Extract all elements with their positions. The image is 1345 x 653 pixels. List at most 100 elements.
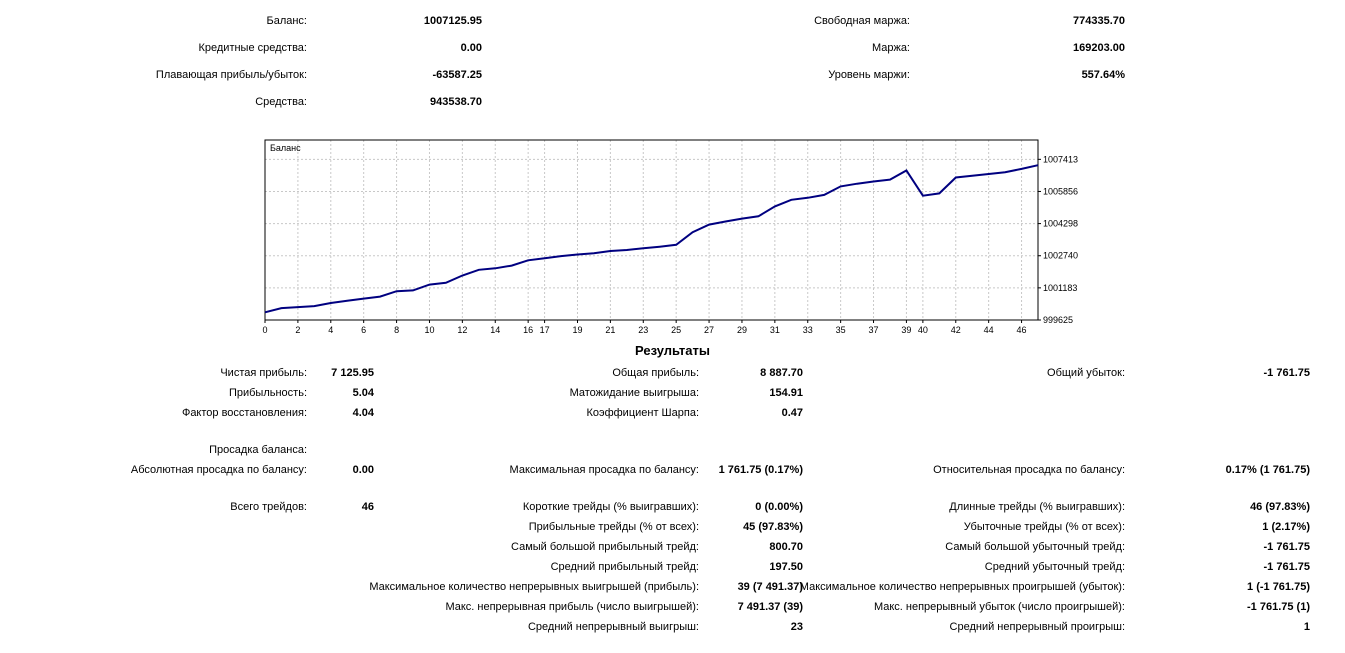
- equity-value: 943538.70: [430, 96, 482, 108]
- sharpe-label: Коэффициент Шарпа:: [586, 407, 699, 419]
- drawdown-header: Просадка баланса:: [209, 444, 307, 456]
- x-tick-label: 8: [394, 325, 399, 335]
- free-margin-label: Свободная маржа:: [814, 15, 910, 27]
- x-tick-label: 46: [1017, 325, 1027, 335]
- x-tick-label: 12: [457, 325, 467, 335]
- x-tick-label: 21: [605, 325, 615, 335]
- total-trades-value: 46: [361, 501, 374, 513]
- avg-cons-wins-label: Средний непрерывный выигрыш:: [527, 621, 699, 633]
- profit-factor-label: Прибыльность:: [228, 387, 307, 399]
- y-tick-label: 1004298: [1043, 219, 1078, 229]
- recovery-factor-value: 4.04: [352, 407, 374, 419]
- loss-trades-label: Убыточные трейды (% от всех):: [963, 521, 1125, 533]
- x-tick-label: 17: [540, 325, 550, 335]
- largest-loss-value: -1 761.75: [1263, 541, 1310, 553]
- long-trades-label: Длинные трейды (% выигравших):: [949, 501, 1125, 513]
- floating-pl-value: -63587.25: [432, 69, 482, 81]
- x-tick-label: 16: [523, 325, 533, 335]
- x-tick-label: 4: [328, 325, 333, 335]
- profit-factor-value: 5.04: [352, 387, 374, 399]
- margin-label: Маржа:: [871, 42, 910, 54]
- largest-loss-label: Самый большой убыточный трейд:: [945, 541, 1125, 553]
- x-tick-label: 2: [295, 325, 300, 335]
- max-cons-wins-value: 39 (7 491.37): [737, 581, 803, 593]
- max-cons-profit-label: Макс. непрерывная прибыль (число выигрыш…: [445, 601, 699, 613]
- margin-level-value: 557.64%: [1081, 69, 1125, 81]
- max-cons-loss-value: -1 761.75 (1): [1247, 601, 1310, 613]
- x-axis-ticks: 0 2 4 6 8 10 12 14 16 17 19 21 23 25 27 29 31 33 35 37 39 40 4…: [262, 320, 1027, 335]
- max-drawdown-value: 1 761.75 (0.17%): [718, 464, 803, 476]
- x-tick-label: 35: [836, 325, 846, 335]
- margin-value: 169203.00: [1073, 42, 1125, 54]
- avg-profit-value: 197.50: [769, 561, 803, 573]
- sharpe-value: 0.47: [781, 407, 803, 419]
- abs-drawdown-label: Абсолютная просадка по балансу:: [130, 464, 307, 476]
- total-trades-label: Всего трейдов:: [230, 501, 307, 513]
- gross-loss-value: -1 761.75: [1263, 367, 1310, 379]
- largest-profit-label: Самый большой прибыльный трейд:: [511, 541, 699, 553]
- x-tick-label: 27: [704, 325, 714, 335]
- net-profit-value: 7 125.95: [331, 367, 374, 379]
- x-tick-label: 39: [901, 325, 911, 335]
- x-tick-label: 31: [770, 325, 780, 335]
- y-tick-label: 1007413: [1043, 154, 1078, 164]
- balance-value: 1007125.95: [423, 15, 482, 27]
- loss-trades-value: 1 (2.17%): [1262, 521, 1310, 533]
- max-cons-profit-value: 7 491.37 (39): [737, 601, 803, 613]
- y-tick-label: 999625: [1043, 315, 1073, 325]
- x-tick-label: 23: [638, 325, 648, 335]
- short-trades-label: Короткие трейды (% выигравших):: [522, 501, 699, 513]
- avg-profit-label: Средний прибыльный трейд:: [550, 561, 699, 573]
- max-cons-loss-label: Макс. непрерывный убыток (число проигрыш…: [873, 601, 1125, 613]
- gross-profit-label: Общая прибыль:: [612, 367, 699, 379]
- profit-trades-value: 45 (97.83%): [743, 521, 803, 533]
- avg-loss-value: -1 761.75: [1263, 561, 1310, 573]
- gross-loss-label: Общий убыток:: [1047, 367, 1125, 379]
- x-tick-label: 25: [671, 325, 681, 335]
- rel-drawdown-label: Относительная просадка по балансу:: [933, 464, 1125, 476]
- long-trades-value: 46 (97.83%): [1250, 501, 1310, 513]
- x-tick-label: 29: [737, 325, 747, 335]
- y-tick-label: 1005856: [1043, 186, 1078, 196]
- y-tick-label: 1002740: [1043, 251, 1078, 261]
- x-tick-label: 14: [490, 325, 500, 335]
- margin-level-label: Уровень маржи:: [828, 69, 910, 81]
- abs-drawdown-value: 0.00: [352, 464, 374, 476]
- avg-cons-losses-label: Средний непрерывный проигрыш:: [949, 621, 1125, 633]
- x-tick-label: 44: [984, 325, 994, 335]
- net-profit-label: Чистая прибыль:: [220, 367, 307, 379]
- balance-label: Баланс:: [266, 15, 307, 27]
- short-trades-value: 0 (0.00%): [755, 501, 803, 513]
- x-tick-label: 40: [918, 325, 928, 335]
- chart-title: Баланс: [270, 143, 301, 153]
- floating-pl-label: Плавающая прибыль/убыток:: [155, 69, 307, 81]
- free-margin-value: 774335.70: [1073, 15, 1125, 27]
- x-tick-label: 19: [572, 325, 582, 335]
- credit-label: Кредитные средства:: [198, 42, 307, 54]
- rel-drawdown-value: 0.17% (1 761.75): [1225, 464, 1310, 476]
- x-tick-label: 42: [951, 325, 961, 335]
- gross-profit-value: 8 887.70: [760, 367, 803, 379]
- max-drawdown-label: Максимальная просадка по балансу:: [509, 464, 699, 476]
- recovery-factor-label: Фактор восстановления:: [181, 407, 307, 419]
- avg-cons-wins-value: 23: [790, 621, 803, 633]
- profit-trades-label: Прибыльные трейды (% от всех):: [528, 521, 699, 533]
- x-tick-label: 10: [424, 325, 434, 335]
- max-cons-losses-value: 1 (-1 761.75): [1247, 581, 1310, 593]
- largest-profit-value: 800.70: [769, 541, 803, 553]
- chart-grid: [264, 140, 1038, 321]
- x-tick-label: 0: [262, 325, 267, 335]
- y-tick-label: 1001183: [1043, 283, 1077, 293]
- avg-loss-label: Средний убыточный трейд:: [984, 561, 1125, 573]
- balance-chart: Баланс 0 2 4 6 8 10 12 14 16 17 19 21 23 25 27 29 31 33 35…: [262, 139, 1078, 335]
- credit-value: 0.00: [460, 42, 482, 54]
- expected-payoff-value: 154.91: [769, 387, 803, 399]
- max-cons-wins-label: Максимальное количество непрерывных выиг…: [369, 581, 699, 593]
- balance-line: [264, 164, 1039, 314]
- equity-label: Средства:: [255, 96, 307, 108]
- chart-frame: [264, 139, 1039, 321]
- expected-payoff-label: Матожидание выигрыша:: [569, 387, 699, 399]
- results-title: Результаты: [635, 343, 710, 358]
- x-tick-label: 33: [803, 325, 813, 335]
- max-cons-losses-label: Максимальное количество непрерывных прои…: [799, 581, 1125, 593]
